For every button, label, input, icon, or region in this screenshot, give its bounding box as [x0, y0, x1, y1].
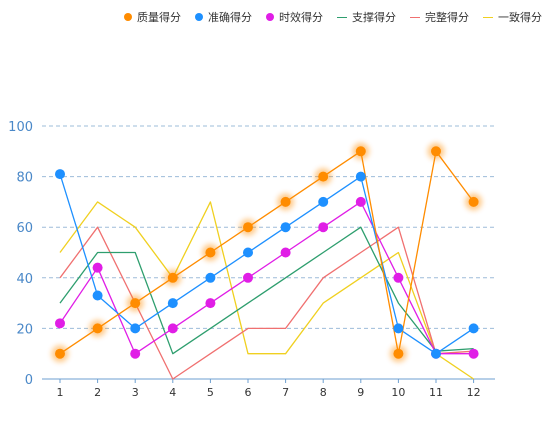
chart-legend: 质量得分 准确得分 时效得分 支撑得分 完整得分 一致得分 — [124, 9, 542, 25]
data-point — [243, 247, 253, 258]
y-tick-label: 20 — [16, 322, 33, 337]
legend-item[interactable]: 时效得分 — [266, 9, 323, 25]
data-point — [468, 323, 479, 334]
legend-label: 质量得分 — [137, 11, 181, 24]
data-point — [318, 171, 329, 182]
data-point — [355, 146, 366, 157]
legend-swatch — [195, 13, 203, 21]
y-tick-label: 40 — [16, 272, 33, 287]
data-point — [55, 169, 65, 180]
x-tick-label: 9 — [357, 386, 364, 399]
data-point — [205, 298, 216, 309]
data-point — [55, 318, 65, 329]
series-line — [59, 173, 474, 355]
legend-swatch — [124, 13, 132, 21]
series-line — [59, 226, 474, 380]
data-point — [393, 323, 404, 334]
data-point — [393, 272, 404, 283]
data-point — [205, 272, 216, 283]
x-tick-label: 1 — [57, 386, 64, 399]
data-point — [243, 222, 253, 233]
y-tick-label: 0 — [25, 373, 33, 388]
data-point — [167, 298, 178, 309]
data-point — [130, 348, 141, 359]
series-line — [59, 201, 474, 355]
data-point — [130, 323, 141, 334]
y-tick-label: 80 — [16, 171, 33, 186]
data-point — [92, 262, 103, 273]
series-line — [59, 226, 474, 355]
data-point — [318, 196, 329, 207]
x-tick-label: 10 — [391, 386, 405, 399]
legend-item[interactable]: 完整得分 — [410, 9, 469, 25]
data-point — [355, 171, 366, 182]
legend-item[interactable]: 一致得分 — [483, 9, 542, 25]
data-point — [431, 348, 441, 359]
data-point — [55, 348, 65, 359]
x-tick-label: 2 — [94, 386, 101, 399]
x-tick-label: 6 — [245, 386, 252, 399]
data-point — [167, 323, 178, 334]
data-point — [318, 222, 329, 233]
legend-item[interactable]: 支撑得分 — [337, 9, 396, 25]
x-tick-label: 11 — [429, 386, 443, 399]
grid-lines — [42, 125, 495, 329]
x-tick-label: 8 — [320, 386, 327, 399]
x-tick-label: 5 — [207, 386, 214, 399]
data-point — [393, 348, 404, 359]
x-tick-label: 7 — [282, 386, 289, 399]
data-point — [92, 290, 103, 301]
data-point — [468, 348, 479, 359]
legend-item[interactable]: 质量得分 — [124, 9, 181, 25]
data-point — [355, 196, 366, 207]
data-point — [92, 323, 103, 334]
data-point — [468, 196, 479, 207]
data-point — [280, 247, 291, 258]
data-point — [431, 146, 441, 157]
x-tick-label: 12 — [467, 386, 481, 399]
data-point — [243, 272, 253, 283]
data-point — [280, 222, 291, 233]
x-tick-label: 3 — [132, 386, 139, 399]
data-point — [130, 298, 141, 309]
legend-swatch — [266, 13, 274, 21]
legend-label: 一致得分 — [498, 11, 542, 24]
x-tick-label: 4 — [169, 386, 176, 399]
y-tick-label: 100 — [8, 120, 33, 135]
y-tick-label: 60 — [16, 221, 33, 236]
legend-item[interactable]: 准确得分 — [195, 9, 252, 25]
legend-label: 完整得分 — [425, 11, 469, 24]
legend-swatch — [483, 16, 493, 18]
legend-swatch — [337, 16, 347, 18]
series-line — [59, 201, 474, 380]
legend-label: 支撑得分 — [352, 11, 396, 24]
legend-label: 准确得分 — [208, 11, 252, 24]
data-point — [167, 272, 178, 283]
data-point — [280, 196, 291, 207]
legend-swatch — [410, 16, 420, 18]
data-point — [205, 247, 216, 258]
legend-label: 时效得分 — [279, 11, 323, 24]
